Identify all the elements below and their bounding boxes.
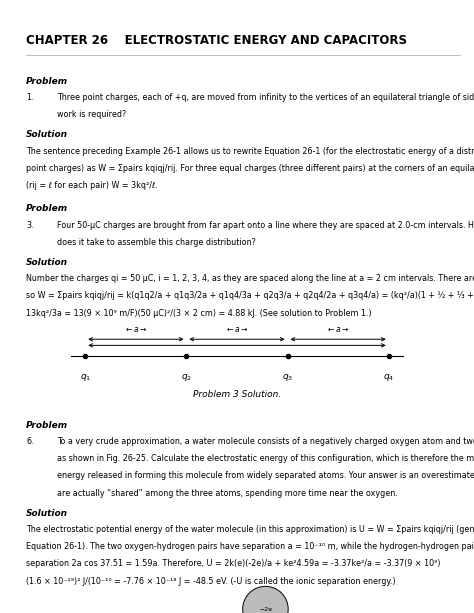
Text: CHAPTER 26    ELECTROSTATIC ENERGY AND CAPACITORS: CHAPTER 26 ELECTROSTATIC ENERGY AND CAPA…: [26, 34, 407, 47]
Text: $\leftarrow a \rightarrow$: $\leftarrow a \rightarrow$: [225, 326, 249, 334]
Text: 6.: 6.: [26, 437, 34, 446]
Text: point charges) as W = Σpairs kqiqj/rij. For three equal charges (three different: point charges) as W = Σpairs kqiqj/rij. …: [26, 164, 474, 173]
Text: Problem: Problem: [26, 77, 68, 86]
Text: Solution: Solution: [26, 509, 68, 518]
Text: energy released in forming this molecule from widely separated atoms. Your answe: energy released in forming this molecule…: [57, 471, 474, 481]
Text: Three point charges, each of +q, are moved from infinity to the vertices of an e: Three point charges, each of +q, are mov…: [57, 93, 474, 102]
Text: The electrostatic potential energy of the water molecule (in this approximation): The electrostatic potential energy of th…: [26, 525, 474, 534]
Text: $q_2$: $q_2$: [181, 371, 192, 383]
Polygon shape: [142, 609, 346, 613]
Text: $q_1$: $q_1$: [80, 371, 91, 383]
Text: 1.: 1.: [26, 93, 34, 102]
Text: so W = Σpairs kqiqj/rij = k(q1q2/a + q1q3/2a + q1q4/3a + q2q3/a + q2q4/2a + q3q4: so W = Σpairs kqiqj/rij = k(q1q2/a + q1q…: [26, 291, 474, 300]
Text: Four 50-μC charges are brought from far apart onto a line where they are spaced : Four 50-μC charges are brought from far …: [57, 221, 474, 229]
Text: Problem 3 Solution.: Problem 3 Solution.: [193, 390, 281, 399]
Text: as shown in Fig. 26-25. Calculate the electrostatic energy of this configuration: as shown in Fig. 26-25. Calculate the el…: [57, 454, 474, 463]
Text: −2e: −2e: [259, 607, 272, 612]
Text: are actually “shared” among the three atoms, spending more time near the oxygen.: are actually “shared” among the three at…: [57, 489, 398, 498]
Text: 13kq²/3a = 13(9 × 10⁹ m/F)(50 μC)²/(3 × 2 cm) = 4.88 kJ. (See solution to Proble: 13kq²/3a = 13(9 × 10⁹ m/F)(50 μC)²/(3 × …: [26, 308, 372, 318]
Text: To a very crude approximation, a water molecule consists of a negatively charged: To a very crude approximation, a water m…: [57, 437, 474, 446]
Text: Solution: Solution: [26, 131, 68, 139]
Text: work is required?: work is required?: [57, 110, 126, 119]
Text: $\leftarrow a \rightarrow$: $\leftarrow a \rightarrow$: [327, 326, 350, 334]
Text: $q_4$: $q_4$: [383, 371, 394, 383]
Text: $q_3$: $q_3$: [282, 371, 293, 383]
Text: Problem: Problem: [26, 204, 68, 213]
Text: (rij = ℓ for each pair) W = 3kq²/ℓ.: (rij = ℓ for each pair) W = 3kq²/ℓ.: [26, 181, 158, 190]
Text: Solution: Solution: [26, 258, 68, 267]
Text: 3.: 3.: [26, 221, 34, 229]
Text: Equation 26-1). The two oxygen-hydrogen pairs have separation a = 10⁻¹⁰ m, while: Equation 26-1). The two oxygen-hydrogen …: [26, 543, 474, 551]
Text: does it take to assemble this charge distribution?: does it take to assemble this charge dis…: [57, 238, 256, 246]
Text: Problem: Problem: [26, 421, 68, 430]
Ellipse shape: [243, 586, 288, 613]
Text: The sentence preceding Example 26-1 allows us to rewrite Equation 26-1 (for the : The sentence preceding Example 26-1 allo…: [26, 147, 474, 156]
Text: (1.6 × 10⁻¹⁹)² J/(10⁻¹⁰ = -7.76 × 10⁻¹⁸ J = -48.5 eV. (-U is called the ionic se: (1.6 × 10⁻¹⁹)² J/(10⁻¹⁰ = -7.76 × 10⁻¹⁸ …: [26, 577, 396, 585]
Text: separation 2a cos 37.51 = 1.59a. Therefore, U = 2k(e)(-2e)/a + ke²4.59a = -3.37k: separation 2a cos 37.51 = 1.59a. Therefo…: [26, 560, 440, 568]
Text: Number the charges qi = 50 μC, i = 1, 2, 3, 4, as they are spaced along the line: Number the charges qi = 50 μC, i = 1, 2,…: [26, 274, 474, 283]
Text: $\leftarrow a \rightarrow$: $\leftarrow a \rightarrow$: [124, 326, 147, 334]
